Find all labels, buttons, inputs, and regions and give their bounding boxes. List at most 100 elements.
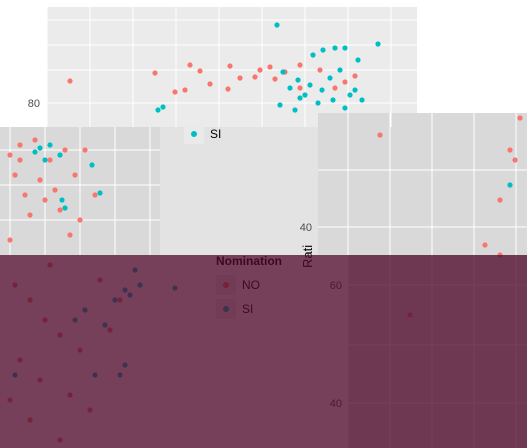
point-no-16 [297,62,303,68]
point-si-11 [307,82,313,88]
point-no-14 [342,79,348,85]
point-no-10 [257,67,263,73]
panel-right [318,113,527,255]
point-si-37 [112,297,118,303]
point-no-61 [47,262,53,268]
point-no-51 [57,332,63,338]
point-si-21 [359,97,365,103]
y-tick-40: 40 [300,222,312,234]
legend-swatch-si [184,124,204,144]
point-no-20 [172,89,178,95]
point-si-30 [32,149,38,155]
legend-nomination: Nomination NO SI [216,254,282,320]
point-si-44 [137,282,143,288]
point-si-36 [127,292,133,298]
point-no-11 [227,63,233,69]
point-si-17 [297,95,303,101]
point-no-17 [317,67,323,73]
point-no-33 [67,232,73,238]
panel-bottom-right [348,255,527,448]
point-no-15 [352,73,358,79]
point-no-38 [82,147,88,153]
point-no-41 [507,147,513,153]
point-si-18 [315,100,321,106]
point-si-35 [507,182,513,188]
point-si-3 [332,45,338,51]
point-si-41 [92,372,98,378]
point-si-39 [72,317,78,323]
point-no-39 [17,157,23,163]
point-no-5 [237,75,243,81]
point-si-15 [347,92,353,98]
point-no-18 [267,64,273,70]
point-no-55 [7,397,13,403]
point-si-13 [327,75,333,81]
y-tick-80: 80 [28,98,40,110]
point-si-43 [132,267,138,273]
point-no-34 [92,192,98,198]
y-tick-40-lower: 40 [330,398,342,410]
point-si-28 [57,152,63,158]
point-no-63 [57,437,63,443]
panel-middle [160,127,318,255]
point-no-3 [207,81,213,87]
point-si-27 [47,142,53,148]
point-no-57 [87,407,93,413]
point-si-31 [89,162,95,168]
point-si-1 [310,52,316,58]
point-si-26 [37,145,43,151]
point-no-6 [252,74,258,80]
point-si-6 [375,41,381,47]
point-no-59 [117,297,123,303]
point-no-53 [17,357,23,363]
point-si-2 [320,47,326,53]
point-no-1 [152,70,158,76]
point-si-7 [280,69,286,75]
point-si-4 [342,45,348,51]
point-no-23 [32,137,38,143]
point-no-44 [517,115,523,121]
legend-dot-no [223,282,229,288]
point-no-19 [182,87,188,93]
point-si-23 [292,107,298,113]
legend-label-si-2: SI [242,302,254,316]
point-no-29 [22,192,28,198]
point-no-26 [72,172,78,178]
point-no-48 [12,282,18,288]
point-si-5 [355,57,361,63]
point-no-46 [497,252,503,258]
legend-label-no: NO [242,278,260,292]
point-no-30 [12,172,18,178]
legend-swatch-no [216,275,236,295]
point-si-14 [337,67,343,73]
legend-dot-si-2 [223,306,229,312]
point-no-37 [42,197,48,203]
point-no-54 [37,377,43,383]
point-no-27 [52,187,58,193]
point-si-38 [122,287,128,293]
legend-label-si: SI [210,127,222,141]
point-si-12 [319,87,325,93]
point-no-47 [407,312,413,318]
point-no-9 [197,68,203,74]
legend-swatch-si-2 [216,299,236,319]
point-no-60 [97,277,103,283]
point-si-20 [342,105,348,111]
point-si-40 [82,307,88,313]
point-no-56 [67,392,73,398]
point-no-62 [27,417,33,423]
point-si-25 [155,107,161,113]
point-si-33 [59,197,65,203]
point-no-50 [42,317,48,323]
point-no-42 [512,157,518,163]
point-si-0 [274,22,280,28]
point-no-12 [297,85,303,91]
point-si-34 [62,205,68,211]
point-no-36 [7,237,13,243]
point-no-0 [67,78,73,84]
point-no-52 [77,347,83,353]
point-si-8 [287,85,293,91]
point-si-47 [172,285,178,291]
point-no-22 [17,142,23,148]
